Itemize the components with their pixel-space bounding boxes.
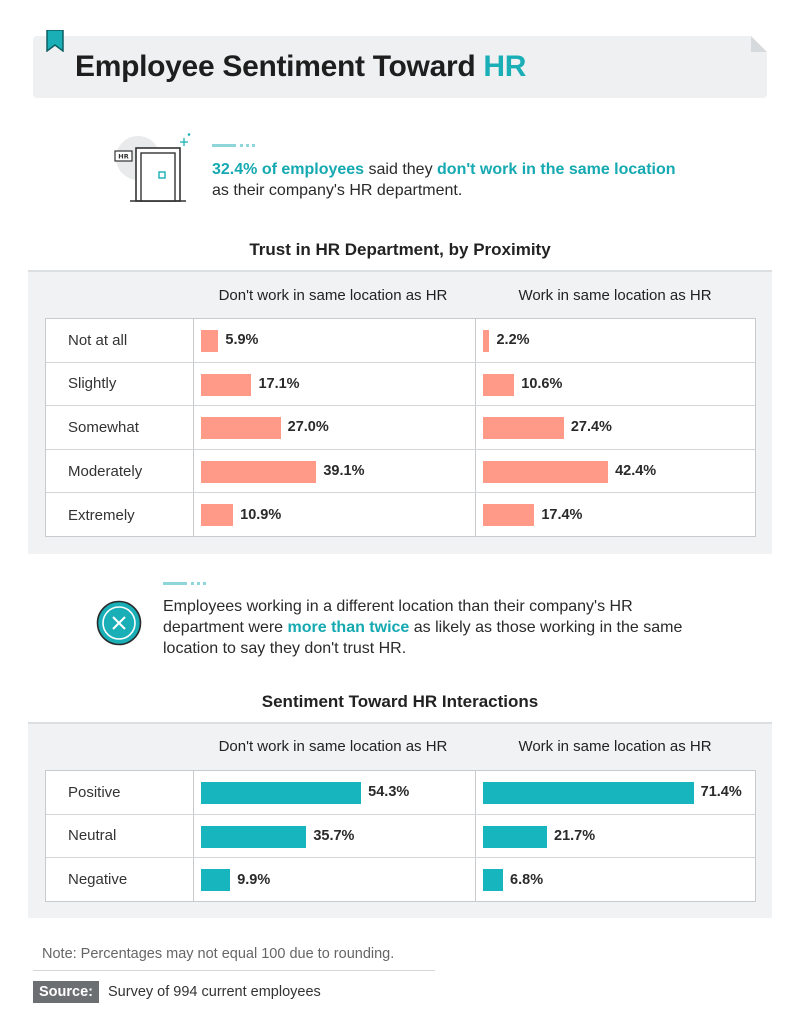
sentiment-bar-different-location: [201, 782, 362, 804]
title-main: Employee Sentiment Toward: [75, 50, 484, 83]
bookmark-icon: [46, 30, 64, 52]
page-fold: [751, 36, 767, 52]
trust-row-extremely: Extremely 10.9% 17.4%: [46, 493, 755, 537]
callout2-post: as likely as those working in the same l…: [163, 619, 683, 657]
sentiment-row-label: Positive: [68, 783, 121, 801]
sentiment-bar-value-label: 6.8%: [510, 871, 544, 888]
trust-bar-same-location: [483, 330, 490, 352]
sentiment-column-divider: [475, 771, 476, 814]
trust-column-divider: [193, 493, 194, 537]
trust-row-label: Not at all: [68, 331, 128, 349]
sentiment-chart-title: Sentiment Toward HR Interactions: [261, 692, 539, 711]
trust-bar-same-location: [483, 373, 515, 396]
sentiment-chart-table: Positive 54.3% 71.4% Neutral 35.7% 21.7% Negat…: [45, 770, 756, 902]
trust-column-divider: [475, 319, 476, 362]
trust-row-somewhat: Somewhat 27.0% 27.4%: [46, 406, 755, 450]
sentiment-column-divider: [193, 771, 194, 814]
trust-row-moderately: Moderately 39.1% 42.4%: [46, 449, 755, 494]
trust-bar-different-location: [201, 417, 281, 440]
trust-row-label: Somewhat: [68, 418, 139, 436]
sentiment-col-head-same: Work in same location as HR: [518, 738, 712, 755]
callout1-highlight: don't work in the same location: [437, 161, 676, 178]
trust-chart-table: Not at all 5.9% 2.2% Slightly 17.1% 10.6% Some…: [45, 318, 756, 537]
trust-row-slightly: Slightly 17.1% 10.6%: [46, 362, 755, 407]
trust-bar-value-label: 42.4%: [615, 463, 657, 480]
sentiment-row-label: Negative: [68, 871, 128, 889]
sentiment-row-neutral: Neutral 35.7% 21.7%: [46, 814, 755, 859]
source-badge: Source:: [33, 981, 99, 1003]
sentiment-bar-same-location: [483, 782, 694, 804]
hr-sign-text: HR: [118, 153, 128, 161]
trust-bar-same-location: [483, 460, 609, 483]
trust-column-divider: [475, 449, 476, 493]
trust-column-divider: [475, 406, 476, 449]
title-accent: HR: [483, 50, 527, 83]
sentiment-column-divider: [193, 814, 194, 858]
trust-column-divider: [475, 493, 476, 537]
trust-bar-different-location: [201, 460, 317, 483]
footer-divider: [33, 970, 435, 971]
trust-column-divider: [193, 449, 194, 493]
sentiment-bar-value-label: 35.7%: [313, 827, 355, 844]
trust-bar-different-location: [201, 373, 252, 396]
trust-col-head-different: Don't work in same location as HR: [218, 287, 448, 304]
trust-row-label: Slightly: [68, 375, 117, 393]
source-text: Survey of 994 current employees: [108, 984, 321, 1000]
callout2-highlight: more than twice: [287, 619, 410, 636]
rounding-note: Note: Percentages may not equal 100 due …: [42, 946, 395, 962]
sentiment-bar-value-label: 71.4%: [700, 784, 742, 801]
trust-bar-value-label: 27.0%: [287, 419, 329, 436]
door-icon: HR: [112, 132, 196, 206]
sentiment-bar-value-label: 54.3%: [368, 784, 410, 801]
trust-bar-value-label: 2.2%: [496, 332, 530, 349]
trust-bar-value-label: 17.4%: [541, 507, 583, 524]
trust-callout: Employees working in a different locatio…: [163, 596, 703, 659]
x-circle-icon: [96, 600, 142, 646]
trust-bar-same-location: [483, 417, 564, 440]
sentiment-bar-same-location: [483, 869, 504, 892]
trust-row-label: Moderately: [68, 462, 143, 480]
sentiment-row-negative: Negative 9.9% 6.8%: [46, 858, 755, 902]
sentiment-row-positive: Positive 54.3% 71.4%: [46, 771, 755, 815]
trust-row-not-at-all: Not at all 5.9% 2.2%: [46, 319, 755, 363]
trust-column-divider: [193, 406, 194, 449]
trust-column-divider: [193, 362, 194, 406]
callout1-rest: as their company's HR department.: [212, 182, 463, 199]
trust-bar-value-label: 10.6%: [521, 375, 563, 392]
trust-column-divider: [193, 319, 194, 362]
proximity-callout: 32.4% of employees said they don't work …: [212, 159, 732, 201]
page-title: Employee Sentiment Toward HR: [75, 50, 526, 84]
sentiment-bar-different-location: [201, 825, 307, 848]
trust-column-divider: [475, 362, 476, 406]
trust-bar-same-location: [483, 504, 535, 527]
trust-chart-title: Trust in HR Department, by Proximity: [249, 240, 551, 259]
trust-bar-different-location: [201, 504, 234, 527]
sentiment-bar-different-location: [201, 869, 231, 892]
trust-bar-value-label: 17.1%: [258, 375, 300, 392]
callout1-stat: 32.4% of employees: [212, 161, 365, 178]
trust-bar-value-label: 10.9%: [240, 507, 282, 524]
title-banner: Employee Sentiment Toward HR: [33, 30, 767, 98]
sentiment-bar-value-label: 21.7%: [554, 827, 596, 844]
sentiment-column-divider: [475, 858, 476, 902]
sentiment-col-head-different: Don't work in same location as HR: [218, 738, 448, 755]
trust-col-head-same: Work in same location as HR: [518, 287, 712, 304]
trust-bar-value-label: 27.4%: [570, 419, 612, 436]
sentiment-column-divider: [193, 858, 194, 902]
trust-bar-value-label: 39.1%: [323, 463, 365, 480]
callout1-mid: said they: [364, 161, 438, 178]
sentiment-column-divider: [475, 814, 476, 858]
trust-row-label: Extremely: [68, 506, 135, 524]
sentiment-bar-same-location: [483, 825, 547, 848]
sentiment-bar-value-label: 9.9%: [237, 871, 271, 888]
trust-bar-different-location: [201, 330, 219, 352]
callout2-pre: Employees working in a different locatio…: [163, 598, 633, 636]
trust-bar-value-label: 5.9%: [225, 332, 259, 349]
sentiment-row-label: Neutral: [68, 827, 117, 845]
